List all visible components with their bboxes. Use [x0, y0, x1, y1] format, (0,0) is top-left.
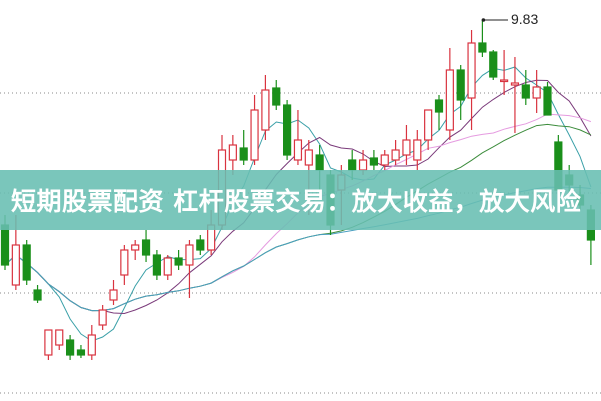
candle-body [434, 99, 444, 113]
candle-body [315, 154, 324, 171]
candle-body [98, 309, 107, 326]
candle-body [543, 86, 552, 116]
candle-body [44, 329, 53, 356]
candle-body [510, 82, 520, 86]
candle-body [239, 147, 248, 161]
candle-body [109, 289, 118, 301]
candle-body [261, 89, 270, 131]
banner-text: 短期股票配资 杠杆股票交易：放大收益，放大风险 [11, 187, 582, 216]
candle-body [532, 86, 541, 99]
candle-body [380, 154, 389, 166]
candle-body [152, 254, 161, 276]
max-price-dot [481, 18, 486, 22]
candle-body [250, 109, 259, 161]
candle-body [348, 159, 357, 171]
candle-body [131, 244, 140, 251]
candle-body [402, 139, 411, 156]
candle-body [228, 144, 237, 161]
candle-body [22, 244, 31, 281]
candle-body [456, 69, 465, 101]
candle-body [33, 289, 42, 301]
ad-banner: 短期股票配资 杠杆股票交易：放大收益，放大风险 [0, 170, 601, 230]
candle-body [174, 257, 183, 266]
candle-body [87, 334, 96, 356]
candle-body [120, 249, 129, 276]
max-price-label: 9.83 [511, 11, 539, 27]
candle-body [65, 339, 75, 356]
candle-body [358, 159, 368, 171]
candle-body [141, 239, 151, 256]
candle-body [500, 79, 509, 83]
candle-body [489, 51, 498, 78]
candle-body [11, 244, 20, 286]
candle-body [478, 42, 487, 53]
candle-body [185, 244, 194, 266]
candle-body [424, 109, 433, 141]
candle-body [467, 42, 476, 99]
candle-body [293, 139, 303, 161]
candle-body [413, 139, 422, 161]
candle-body [163, 257, 172, 276]
candle-body [283, 104, 292, 156]
candle-body [304, 149, 313, 166]
candle-body [445, 69, 454, 131]
candle-body [272, 87, 281, 106]
candle-body [0, 224, 10, 266]
candle-body [369, 157, 378, 166]
candle-body [55, 329, 64, 346]
candle-body [76, 349, 86, 356]
candle-body [391, 149, 400, 161]
candle-body [196, 239, 205, 251]
candle-body [521, 84, 530, 99]
